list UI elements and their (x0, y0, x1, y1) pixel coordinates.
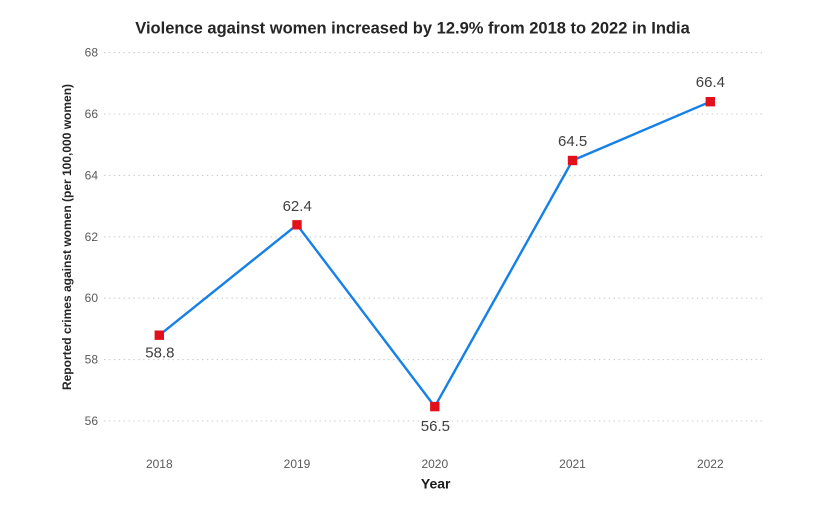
svg-text:58.8: 58.8 (145, 344, 174, 361)
svg-text:56: 56 (85, 414, 99, 428)
svg-text:58: 58 (85, 353, 99, 367)
svg-text:62: 62 (85, 230, 99, 244)
svg-text:64: 64 (85, 168, 99, 182)
svg-text:Reported crimes against women: Reported crimes against women (per 100,0… (60, 84, 74, 390)
svg-text:2021: 2021 (559, 457, 586, 471)
svg-text:60: 60 (85, 291, 99, 305)
svg-text:56.5: 56.5 (421, 418, 450, 435)
svg-text:2018: 2018 (146, 457, 173, 471)
svg-text:2020: 2020 (421, 457, 448, 471)
svg-text:64.5: 64.5 (558, 133, 587, 150)
svg-text:2019: 2019 (284, 457, 311, 471)
svg-text:2022: 2022 (697, 457, 724, 471)
svg-text:66: 66 (85, 107, 99, 121)
svg-text:68: 68 (85, 46, 99, 60)
svg-text:Violence against women increas: Violence against women increased by 12.9… (135, 20, 690, 38)
svg-text:Year: Year (421, 476, 451, 492)
svg-text:66.4: 66.4 (696, 74, 725, 91)
svg-text:62.4: 62.4 (283, 198, 312, 215)
